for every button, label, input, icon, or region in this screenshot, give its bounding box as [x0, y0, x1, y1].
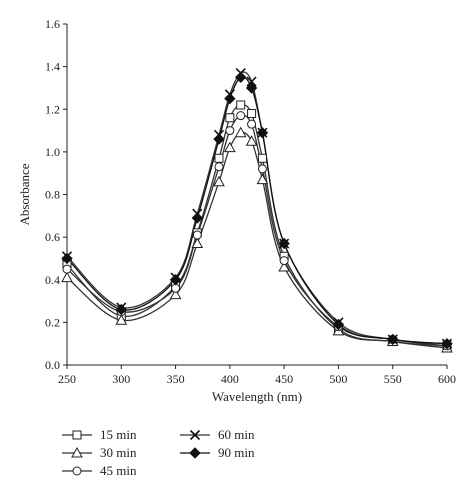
x-tick-label: 450	[275, 372, 293, 386]
y-tick-label: 1.0	[45, 145, 60, 159]
marker-30-min	[224, 141, 236, 153]
marker-45-min	[247, 119, 257, 129]
marker-30-min	[61, 271, 73, 283]
x-tick-label: 600	[438, 372, 456, 386]
marker-90-min	[61, 252, 73, 265]
marker-30-min	[245, 135, 258, 146]
series-markers	[61, 67, 453, 353]
x-tick-label: 300	[112, 372, 130, 386]
marker-60-min	[246, 76, 257, 87]
legend-item-15-min: 15 min	[62, 427, 137, 442]
marker-30-min	[191, 237, 204, 249]
marker-90-min	[235, 71, 247, 83]
series-line-60-min	[66, 71, 448, 345]
x-tick-label: 350	[167, 372, 185, 386]
y-tick-label: 1.2	[45, 102, 60, 116]
marker-15-min	[225, 113, 235, 123]
y-ticks: 0.0 0.2 0.4 0.6 0.8 1.0 1.2 1.4 1.6	[45, 17, 67, 372]
legend-item-30-min: 30 min	[62, 445, 137, 460]
marker-90-min	[278, 237, 290, 250]
legend-label: 15 min	[100, 427, 137, 442]
marker-90-min	[191, 212, 203, 224]
marker-45-min	[236, 111, 246, 121]
marker-90-min	[213, 133, 225, 145]
marker-90-min	[169, 274, 182, 286]
legend-item-60-min: 60 min	[180, 427, 255, 442]
marker-90-min	[332, 318, 345, 331]
marker-30-min	[256, 173, 269, 185]
marker-30-min	[278, 260, 290, 272]
y-tick-label: 0.6	[45, 230, 60, 244]
marker-45-min	[62, 264, 72, 274]
y-axis-label: Absorbance	[17, 163, 32, 225]
marker-45-min	[257, 164, 267, 174]
legend: 15 min 30 min 45 min 60 min 90 min	[62, 427, 255, 478]
legend-item-45-min: 45 min	[62, 463, 137, 478]
marker-30-min	[234, 126, 247, 138]
y-tick-label: 1.6	[45, 17, 60, 31]
legend-label: 45 min	[100, 463, 137, 478]
legend-label: 90 min	[218, 445, 255, 460]
y-tick-label: 1.4	[45, 60, 60, 74]
marker-legend-60-min	[189, 429, 201, 441]
y-tick-label: 0.4	[45, 273, 60, 287]
marker-15-min	[236, 100, 246, 110]
marker-15-min	[257, 153, 267, 163]
marker-legend-30-min	[71, 446, 83, 458]
marker-90-min	[256, 126, 269, 139]
marker-45-min	[192, 230, 202, 240]
marker-45-min	[171, 283, 181, 293]
marker-legend-45-min	[72, 466, 82, 476]
series-markers-90-min	[61, 71, 453, 350]
marker-legend-15-min	[72, 430, 82, 440]
x-tick-label: 400	[221, 372, 239, 386]
marker-30-min	[169, 288, 182, 300]
legend-label: 60 min	[218, 427, 255, 442]
legend-label: 30 min	[100, 445, 137, 460]
y-tick-label: 0.2	[45, 315, 60, 329]
x-tick-label: 550	[384, 372, 402, 386]
y-tick-label: 0.8	[45, 188, 60, 202]
marker-90-min	[224, 92, 236, 105]
x-axis-label: Wavelength (nm)	[212, 389, 302, 404]
marker-15-min	[214, 153, 224, 163]
marker-90-min	[441, 337, 453, 350]
marker-90-min	[245, 82, 258, 94]
marker-90-min	[115, 303, 127, 316]
marker-45-min	[214, 162, 224, 172]
marker-45-min	[225, 126, 235, 136]
marker-30-min	[115, 314, 128, 325]
series-markers-30-min	[61, 126, 453, 353]
x-tick-label: 250	[58, 372, 76, 386]
marker-15-min	[247, 109, 257, 119]
x-tick-label: 500	[329, 372, 347, 386]
marker-legend-90-min	[189, 447, 201, 459]
y-tick-label: 0.0	[45, 358, 60, 372]
marker-30-min	[213, 175, 225, 187]
legend-item-90-min: 90 min	[180, 445, 255, 460]
marker-90-min	[387, 333, 399, 346]
x-ticks: 250 300 350 400 450 500 550 600	[58, 365, 456, 386]
marker-45-min	[279, 256, 289, 266]
series-lines	[66, 71, 448, 349]
